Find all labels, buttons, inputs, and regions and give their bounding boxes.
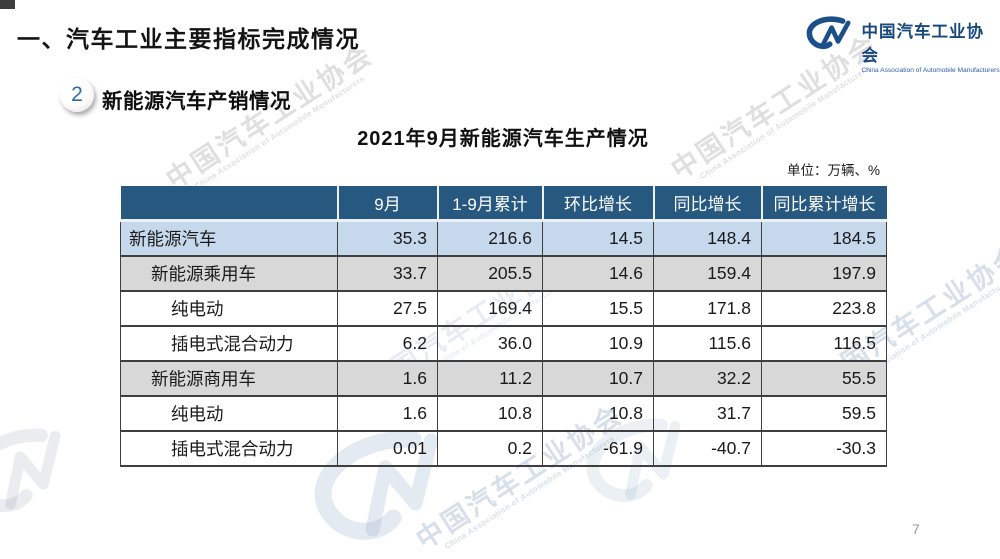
value-cell: 223.8 — [761, 290, 887, 327]
table-row: 插电式混合动力 6.2 36.0 10.9 115.6 116.5 — [120, 325, 887, 362]
section-number-badge: 2 — [60, 78, 94, 112]
value-cell: 115.6 — [653, 325, 762, 362]
unit-note: 单位：万辆、% — [786, 163, 880, 178]
value-cell: 184.5 — [761, 219, 887, 257]
row-label-cell: 纯电动 — [120, 290, 338, 327]
value-cell: 33.7 — [337, 255, 438, 292]
table-row: 纯电动 27.5 169.4 15.5 171.8 223.8 — [120, 290, 887, 327]
row-label-cell: 新能源汽车 — [120, 219, 338, 257]
value-cell: 10.7 — [542, 360, 654, 397]
value-cell: 11.2 — [437, 360, 543, 397]
value-cell: 116.5 — [761, 325, 887, 362]
corner-mark — [0, 0, 15, 9]
watermark-text: 中国汽车工业协会 — [160, 39, 379, 196]
row-label-cell: 新能源乘用车 — [120, 255, 338, 292]
row-label-cell: 插电式混合动力 — [120, 430, 338, 467]
value-cell: 1.6 — [337, 360, 438, 397]
row-label-cell: 插电式混合动力 — [120, 325, 338, 362]
column-header-yoy: 同比增长 — [652, 186, 762, 222]
value-cell: 55.5 — [761, 360, 887, 397]
column-header-mom: 环比增长 — [541, 186, 654, 222]
value-cell: 15.5 — [542, 290, 654, 327]
value-cell: 171.8 — [653, 290, 762, 327]
value-cell: 35.3 — [337, 219, 438, 257]
value-cell: 36.0 — [437, 325, 543, 362]
table-row: 纯电动 1.6 10.8 10.8 31.7 59.5 — [120, 395, 887, 432]
value-cell: 169.4 — [437, 290, 543, 327]
value-cell: 10.9 — [542, 325, 654, 362]
caam-logo: 中国汽车工业协会 China Association of Automobile… — [802, 14, 1000, 74]
value-cell: 10.8 — [437, 395, 543, 432]
value-cell: 10.8 — [542, 395, 654, 432]
caam-logo-text: 中国汽车工业协会 China Association of Automobile… — [861, 14, 1000, 74]
value-cell: 216.6 — [437, 219, 543, 257]
value-cell: 197.9 — [761, 255, 887, 292]
column-header-sep: 9月 — [336, 186, 438, 222]
caam-logo-name-en: China Association of Automobile Manufact… — [861, 67, 1000, 74]
column-header-blank — [120, 186, 338, 222]
value-cell: 27.5 — [337, 290, 438, 327]
column-header-ytd: 1-9月累计 — [436, 186, 543, 222]
value-cell: 159.4 — [653, 255, 762, 292]
table-row: 新能源乘用车 33.7 205.5 14.6 159.4 197.9 — [120, 255, 887, 292]
value-cell: 14.6 — [542, 255, 654, 292]
table-row: 插电式混合动力 0.01 0.2 -61.9 -40.7 -30.3 — [120, 430, 887, 467]
row-label-cell: 纯电动 — [120, 395, 338, 432]
column-header-yoy-cum: 同比累计增长 — [760, 186, 887, 222]
value-cell: 31.7 — [653, 395, 762, 432]
value-cell: 14.5 — [542, 219, 654, 257]
value-cell: -61.9 — [542, 430, 654, 467]
table-title: 2021年9月新能源汽车生产情况 — [357, 128, 649, 150]
value-cell: 0.2 — [437, 430, 543, 467]
page-title: 一、汽车工业主要指标完成情况 — [17, 26, 360, 52]
table-row: 新能源商用车 1.6 11.2 10.7 32.2 55.5 — [120, 360, 887, 397]
section-title: 新能源汽车产销情况 — [102, 90, 291, 113]
table-header-row: 9月 1-9月累计 环比增长 同比增长 同比累计增长 — [120, 186, 887, 222]
page-number: 7 — [912, 521, 920, 537]
row-label-cell: 新能源商用车 — [120, 360, 338, 397]
value-cell: 148.4 — [653, 219, 762, 257]
value-cell: 1.6 — [337, 395, 438, 432]
caam-logo-name-cn: 中国汽车工业协会 — [861, 23, 984, 65]
caam-monogram-watermark-icon — [0, 428, 61, 512]
watermark: 中国汽车工业协会 China Association of Automobile… — [157, 33, 383, 201]
value-cell: 205.5 — [437, 255, 543, 292]
production-table-wrap: 9月 1-9月累计 环比增长 同比增长 同比累计增长 新能源汽车 35.3 21… — [120, 186, 887, 467]
value-cell: 6.2 — [337, 325, 438, 362]
table-row: 新能源汽车 35.3 216.6 14.5 148.4 184.5 — [120, 219, 887, 257]
value-cell: -40.7 — [653, 430, 762, 467]
value-cell: 0.01 — [337, 430, 438, 467]
value-cell: 32.2 — [653, 360, 762, 397]
value-cell: 59.5 — [761, 395, 887, 432]
value-cell: -30.3 — [761, 430, 887, 467]
production-table: 9月 1-9月累计 环比增长 同比增长 同比累计增长 新能源汽车 35.3 21… — [120, 186, 887, 467]
caam-logo-icon — [806, 16, 851, 50]
